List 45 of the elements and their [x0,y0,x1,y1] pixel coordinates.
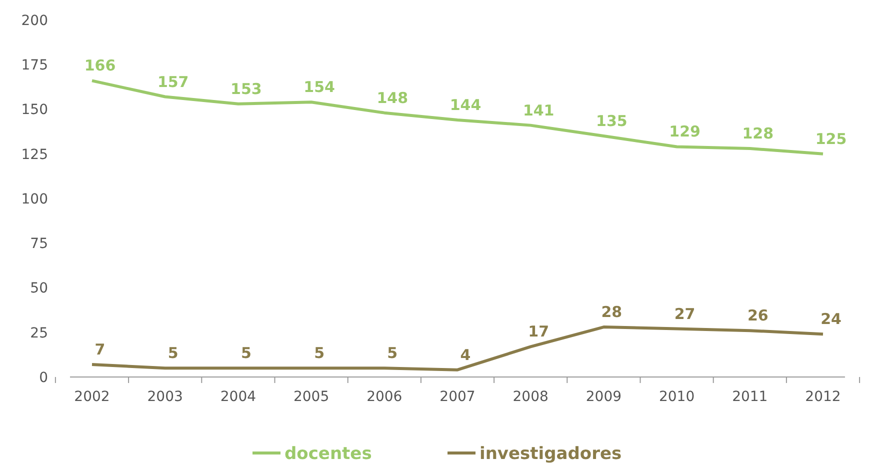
legend-label: investigadores [480,444,622,464]
data-label: 144 [450,96,482,114]
data-label: 5 [240,344,252,362]
data-label: 5 [314,344,325,362]
y-tick-label: 50 [30,280,48,297]
data-label: 166 [84,56,116,75]
data-label: 27 [674,304,696,323]
x-tick-label: 2006 [366,389,402,405]
data-label: 17 [528,322,550,341]
data-label: 4 [460,346,471,364]
data-label: 135 [596,112,628,130]
x-tick-label: 2003 [147,389,183,405]
y-tick-label: 100 [21,191,48,208]
x-tick-label: 2012 [805,389,841,405]
data-label: 153 [230,80,262,98]
x-tick-label: 2002 [74,389,110,405]
data-label: 125 [815,130,847,148]
data-label: 129 [669,122,700,141]
data-label: 5 [168,344,178,362]
x-tick-label: 2004 [220,389,256,405]
x-tick-label: 2008 [512,389,548,405]
data-label: 24 [820,310,842,328]
data-label: 128 [742,124,774,143]
y-tick-label: 25 [30,325,48,342]
data-label: 141 [522,101,554,120]
x-tick-label: 2007 [440,389,476,405]
x-tick-label: 2009 [586,389,622,405]
y-tick-label: 125 [21,146,48,163]
data-label: 157 [157,72,189,91]
data-label: 26 [747,306,768,325]
data-label: 7 [94,340,106,359]
data-label: 5 [387,344,398,362]
y-tick-label: 200 [21,12,48,29]
x-tick-label: 2010 [658,389,695,405]
y-tick-label: 75 [30,236,48,252]
legend-label: docentes [284,444,372,464]
y-tick-label: 150 [21,102,48,118]
line-series [90,326,824,372]
x-tick-label: 2005 [293,389,330,405]
y-tick-label: 175 [21,58,48,74]
y-tick-label: 0 [39,370,48,386]
data-label: 28 [601,303,622,322]
data-label: 148 [376,88,408,107]
data-label: 154 [304,78,335,96]
x-tick-label: 2011 [732,389,768,405]
